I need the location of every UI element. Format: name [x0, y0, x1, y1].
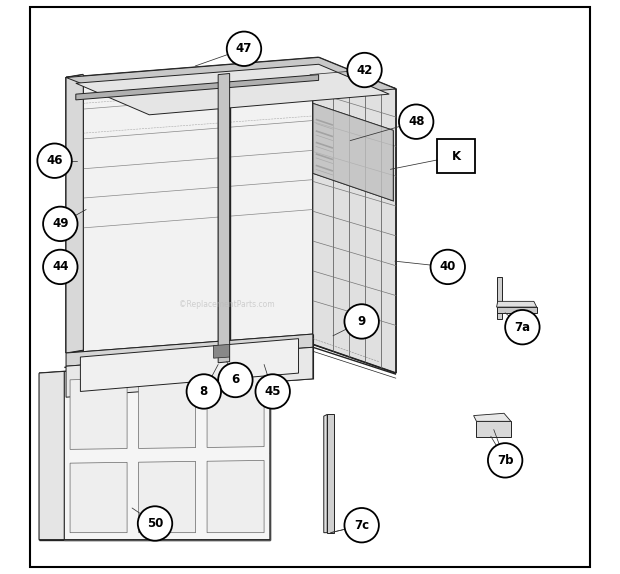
Polygon shape	[207, 374, 264, 448]
Polygon shape	[66, 75, 83, 353]
Circle shape	[488, 443, 523, 478]
Text: 7a: 7a	[515, 321, 531, 333]
Circle shape	[43, 207, 78, 241]
Text: 7b: 7b	[497, 454, 513, 467]
Text: 46: 46	[46, 154, 63, 167]
Text: 8: 8	[200, 385, 208, 398]
Polygon shape	[66, 57, 396, 110]
Polygon shape	[70, 462, 127, 533]
Text: 47: 47	[236, 42, 252, 55]
Circle shape	[255, 374, 290, 409]
Circle shape	[43, 250, 78, 284]
Polygon shape	[213, 344, 229, 358]
Polygon shape	[218, 73, 229, 363]
Circle shape	[399, 104, 433, 139]
Text: 49: 49	[52, 218, 69, 230]
Text: 9: 9	[358, 315, 366, 328]
Circle shape	[505, 310, 539, 344]
Polygon shape	[66, 334, 313, 366]
Polygon shape	[497, 301, 537, 307]
Polygon shape	[313, 103, 393, 201]
Circle shape	[37, 144, 72, 178]
Circle shape	[218, 363, 252, 397]
Circle shape	[430, 250, 465, 284]
Text: 6: 6	[231, 374, 239, 386]
Polygon shape	[39, 371, 64, 540]
Text: 7c: 7c	[354, 519, 370, 532]
Circle shape	[347, 53, 382, 87]
Circle shape	[187, 374, 221, 409]
Polygon shape	[313, 61, 396, 373]
Text: K: K	[452, 150, 461, 162]
Polygon shape	[70, 378, 127, 449]
Text: ©ReplacementParts.com: ©ReplacementParts.com	[179, 300, 275, 309]
Polygon shape	[66, 347, 313, 397]
Polygon shape	[327, 414, 334, 533]
Circle shape	[227, 32, 261, 66]
Circle shape	[345, 508, 379, 542]
Text: 45: 45	[265, 385, 281, 398]
Polygon shape	[138, 461, 195, 533]
FancyBboxPatch shape	[438, 139, 476, 173]
Text: 48: 48	[408, 115, 425, 128]
Polygon shape	[324, 414, 327, 533]
Text: 40: 40	[440, 261, 456, 273]
Polygon shape	[497, 307, 537, 313]
Polygon shape	[476, 421, 511, 437]
Polygon shape	[64, 367, 270, 540]
Circle shape	[345, 304, 379, 339]
Polygon shape	[207, 460, 264, 533]
Polygon shape	[76, 75, 319, 100]
Polygon shape	[497, 277, 502, 319]
Polygon shape	[474, 413, 511, 421]
Text: 50: 50	[147, 517, 163, 530]
Polygon shape	[83, 61, 313, 363]
Text: 44: 44	[52, 261, 69, 273]
Polygon shape	[138, 377, 195, 448]
Text: 42: 42	[356, 64, 373, 76]
Polygon shape	[76, 64, 389, 115]
Circle shape	[138, 506, 172, 541]
Polygon shape	[81, 339, 298, 391]
